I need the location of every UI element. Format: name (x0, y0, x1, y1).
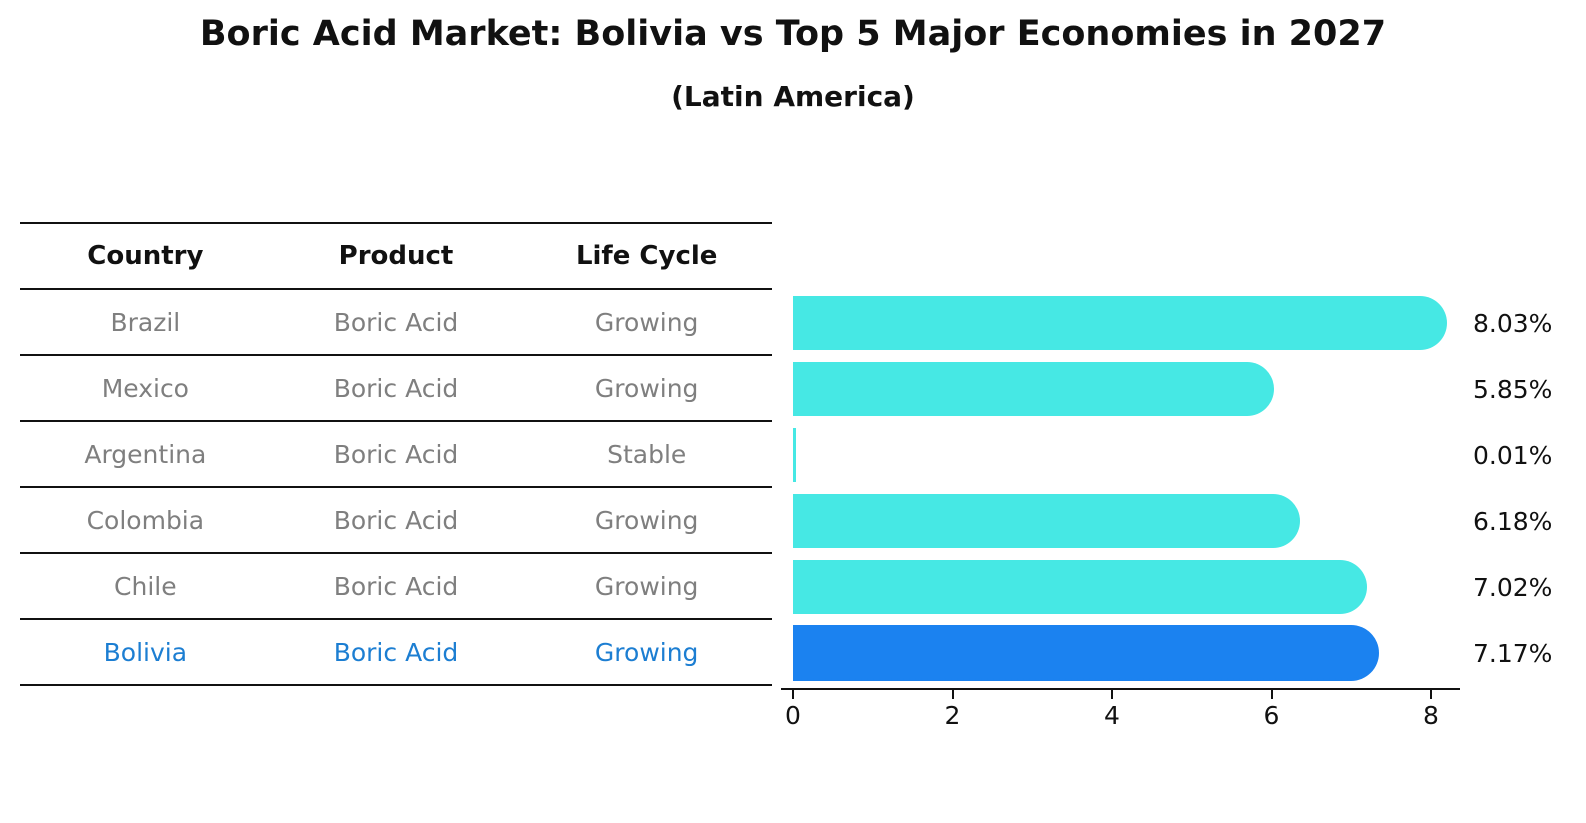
x-axis-tick (951, 690, 954, 699)
column-header-country: Country (87, 241, 204, 271)
table-row-bolivia: Bolivia Boric Acid Growing (20, 620, 772, 686)
cell-country: Mexico (101, 373, 189, 403)
value-label-brazil: 8.03% (1473, 308, 1553, 338)
value-label-colombia: 6.18% (1473, 506, 1553, 536)
table-row-chile: Chile Boric Acid Growing (20, 554, 772, 620)
value-label-chile: 7.02% (1473, 572, 1553, 602)
cell-product: Boric Acid (333, 505, 459, 535)
cell-product: Boric Acid (333, 373, 459, 403)
chart-subtitle: (Latin America) (671, 80, 915, 113)
cell-country: Brazil (110, 307, 181, 337)
bar-chile (793, 560, 1367, 614)
value-label-argentina: 0.01% (1473, 440, 1553, 470)
cell-country: Argentina (84, 439, 207, 469)
x-axis-tick (792, 690, 794, 699)
x-axis-tick (1430, 690, 1432, 699)
cell-life-cycle: Growing (594, 505, 699, 535)
column-header-product: Product (338, 241, 454, 271)
table-row-brazil: Brazil Boric Acid Growing (20, 290, 772, 356)
x-axis-tick-label: 8 (1423, 701, 1439, 730)
bar-argentina (793, 428, 796, 482)
country-table: Country Product Life Cycle Brazil Boric Aci… (20, 222, 772, 686)
cell-country: Chile (114, 571, 177, 601)
cell-life-cycle: Growing (594, 637, 699, 667)
x-axis-tick-label: 2 (944, 701, 961, 730)
cell-country: Bolivia (103, 637, 188, 667)
table-row-colombia: Colombia Boric Acid Growing (20, 488, 772, 554)
table-header-row: Country Product Life Cycle (20, 224, 772, 290)
cell-product: Boric Acid (333, 307, 459, 337)
x-axis-tick-label: 4 (1104, 701, 1120, 730)
bar-mexico (793, 362, 1274, 416)
x-axis-tick-label: 6 (1263, 701, 1280, 730)
x-axis-tick-label: 0 (785, 701, 801, 730)
value-label-bolivia: 7.17% (1473, 638, 1553, 668)
cell-life-cycle: Growing (594, 307, 699, 337)
cell-life-cycle: Growing (594, 571, 699, 601)
x-axis-tick (1270, 690, 1273, 699)
bar-brazil (793, 296, 1447, 350)
cell-product: Boric Acid (333, 571, 459, 601)
x-axis-tick (1111, 690, 1113, 699)
table-row-argentina: Argentina Boric Acid Stable (20, 422, 772, 488)
cell-product: Boric Acid (333, 439, 459, 469)
bar-bolivia (793, 625, 1379, 681)
bar-colombia (793, 494, 1300, 548)
table-row-mexico: Mexico Boric Acid Growing (20, 356, 772, 422)
cell-life-cycle: Stable (607, 439, 687, 469)
chart-title: Boric Acid Market: Bolivia vs Top 5 Majo… (199, 14, 1387, 54)
column-header-life-cycle: Life Cycle (575, 241, 718, 271)
cell-country: Colombia (86, 505, 205, 535)
value-label-mexico: 5.85% (1473, 374, 1553, 404)
x-axis-line (781, 688, 1460, 690)
cell-product: Boric Acid (333, 637, 459, 667)
cell-life-cycle: Growing (594, 373, 699, 403)
